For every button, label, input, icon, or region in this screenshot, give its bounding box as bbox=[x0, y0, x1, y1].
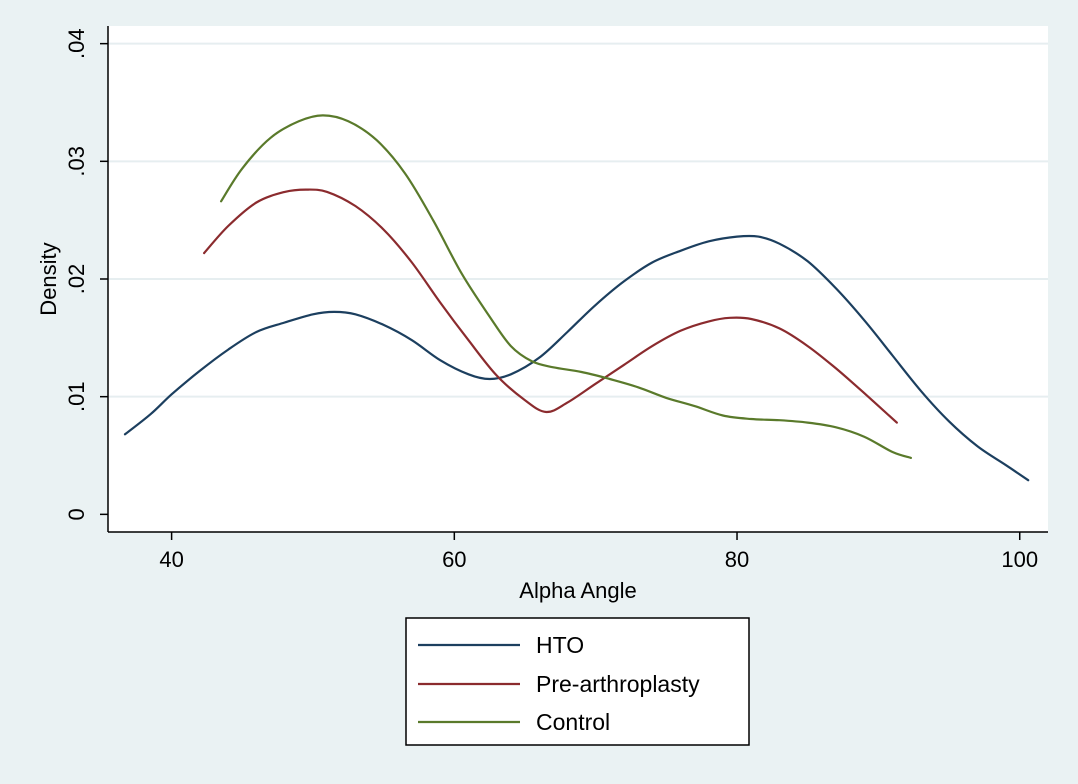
x-tick-label-2: 80 bbox=[725, 547, 749, 572]
series-line-pre-arthroplasty bbox=[203, 188, 898, 424]
legend-label-hto: HTO bbox=[536, 632, 584, 658]
series-lines bbox=[123, 114, 1030, 482]
y-tick-label-3: .03 bbox=[64, 146, 89, 177]
legend-box bbox=[405, 617, 750, 746]
x-tick-label-1: 60 bbox=[442, 547, 466, 572]
x-axis-title: Alpha Angle bbox=[519, 578, 636, 603]
gridlines bbox=[108, 42, 1048, 398]
y-axis-title: Density bbox=[36, 242, 61, 315]
x-tick-label-0: 40 bbox=[159, 547, 183, 572]
legend: HTO Pre-arthroplasty Control bbox=[405, 617, 750, 746]
x-tick-label-3: 100 bbox=[1001, 547, 1038, 572]
y-tick-label-1: .01 bbox=[64, 381, 89, 412]
series-line-hto bbox=[123, 234, 1030, 482]
x-ticks: 40 60 80 100 bbox=[159, 532, 1038, 572]
y-tick-label-2: .02 bbox=[64, 264, 89, 295]
y-tick-label-4: .04 bbox=[64, 28, 89, 59]
y-ticks: 0 .01 .02 .03 .04 bbox=[64, 28, 108, 520]
legend-label-pre-arthroplasty: Pre-arthroplasty bbox=[536, 671, 700, 697]
y-tick-label-0: 0 bbox=[64, 508, 89, 520]
legend-label-control: Control bbox=[536, 709, 610, 735]
series-line-control bbox=[220, 114, 912, 459]
